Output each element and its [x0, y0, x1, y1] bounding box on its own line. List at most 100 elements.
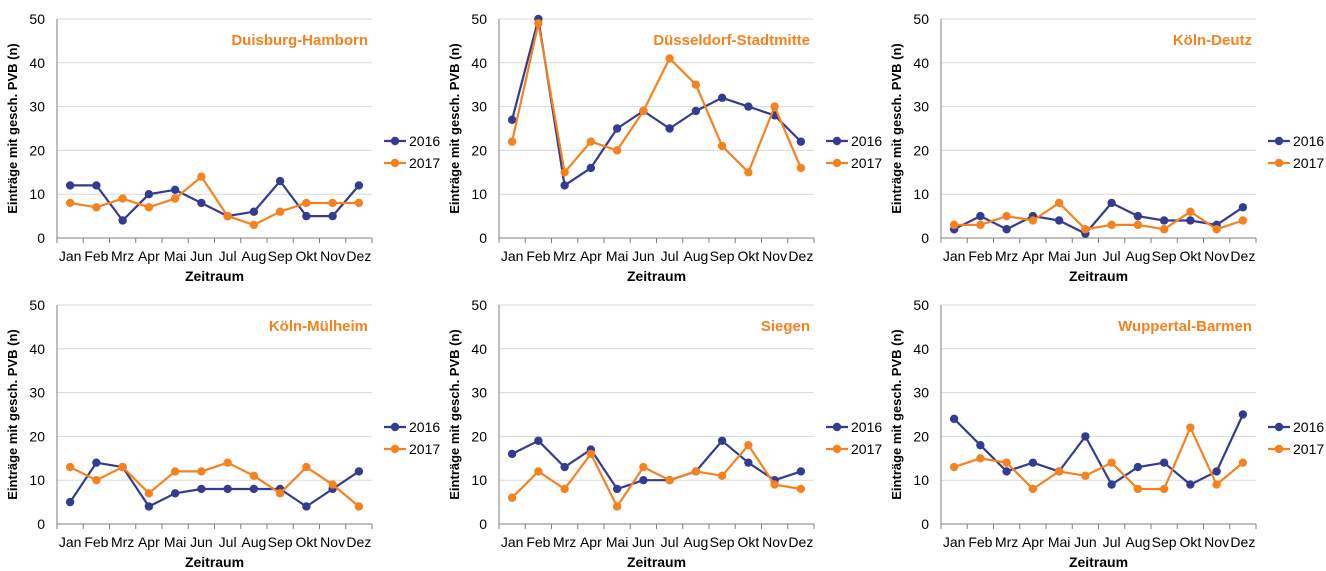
data-point-2016 [65, 181, 75, 190]
data-point-2017 [612, 502, 622, 511]
x-tick-label: Aug [1125, 248, 1150, 264]
data-point-2017 [1028, 484, 1038, 494]
data-point-2017 [197, 172, 206, 181]
y-tick-label: 20 [471, 142, 487, 158]
x-tick-label: Dez [1230, 248, 1255, 264]
data-point-2016 [1107, 480, 1116, 489]
series-line-2016 [69, 461, 360, 508]
series-line-2016 [70, 180, 360, 222]
legend-label: 2016 [409, 133, 440, 149]
x-axis-label: Zeitraum [1069, 554, 1128, 570]
x-tick-label: Apr [580, 248, 602, 264]
data-point-2016 [354, 181, 364, 190]
chart-title: Siegen [761, 318, 810, 335]
legend-marker-2017 [390, 444, 400, 454]
data-point-2017 [507, 493, 517, 502]
y-tick-label: 10 [913, 472, 929, 488]
x-tick-label: Aug [241, 534, 266, 550]
y-tick-label: 0 [479, 516, 487, 532]
data-point-2016 [249, 207, 259, 216]
x-tick-label: Dez [788, 248, 813, 264]
y-axis-label: Einträge mit gesch. PVB (n) [447, 329, 462, 499]
x-tick-label: Feb [84, 248, 108, 264]
x-tick-label: Apr [138, 248, 160, 264]
data-point-2017 [560, 484, 569, 494]
data-point-2016 [328, 211, 337, 221]
legend-marker-2016 [832, 136, 842, 146]
x-tick-label: Jan [943, 248, 966, 264]
data-point-2016 [92, 458, 101, 467]
data-point-2017 [534, 467, 543, 476]
x-axis-label: Zeitraum [627, 554, 686, 570]
data-point-2017 [586, 449, 596, 459]
data-point-2017 [354, 198, 364, 208]
data-point-2016 [717, 93, 727, 103]
series-line-2017 [953, 426, 1244, 491]
data-point-2016 [223, 484, 232, 494]
y-tick-label: 40 [29, 341, 45, 357]
data-point-2017 [1081, 471, 1090, 481]
data-point-2016 [796, 467, 806, 476]
legend-marker-2016 [390, 136, 400, 146]
legend-label: 2016 [851, 133, 882, 149]
data-point-2017 [249, 220, 259, 230]
x-axis-label: Zeitraum [185, 268, 244, 284]
data-point-2016 [197, 198, 206, 208]
chart-panel: 0 10 20 30 40 50 Jan Feb Mrz Apr Mai Jun Jul Aug Sep Ok… [0, 286, 442, 571]
x-tick-label: Dez [346, 248, 371, 264]
data-point-2017 [665, 476, 674, 485]
x-tick-label: Dez [788, 534, 813, 550]
x-tick-label: Jun [1074, 534, 1097, 550]
y-tick-label: 50 [471, 11, 487, 27]
x-tick-label: Jul [219, 248, 237, 264]
x-tick-label: Mrz [995, 534, 1018, 550]
legend-label: 2016 [1293, 133, 1324, 149]
data-point-2017 [328, 198, 337, 208]
y-tick-label: 10 [913, 186, 929, 202]
data-point-2016 [1159, 458, 1169, 467]
data-point-2017 [1212, 480, 1221, 489]
data-point-2017 [302, 198, 311, 208]
y-axis-label: Einträge mit gesch. PVB (n) [889, 329, 904, 499]
series-line-2017 [511, 444, 802, 508]
data-point-2017 [586, 137, 596, 146]
x-tick-label: Mai [1048, 534, 1071, 550]
data-point-2017 [796, 484, 806, 494]
chart-title: Köln-Deutz [1173, 32, 1252, 49]
y-tick-label: 0 [921, 230, 929, 246]
data-point-2016 [507, 449, 517, 459]
data-point-2016 [612, 484, 622, 494]
data-point-2016 [639, 476, 648, 485]
series-line-2017 [511, 22, 802, 174]
chart-title: Duisburg-Hamborn [231, 32, 368, 49]
data-point-2016 [118, 216, 127, 225]
y-tick-label: 40 [471, 55, 487, 71]
data-point-2016 [1186, 216, 1195, 225]
data-point-2016 [1107, 198, 1116, 208]
x-tick-label: Jul [661, 534, 679, 550]
x-tick-label: Sep [268, 248, 293, 264]
data-point-2017 [1002, 211, 1011, 221]
x-tick-label: Sep [1152, 534, 1177, 550]
data-point-2017 [1054, 467, 1064, 476]
data-point-2016 [560, 462, 569, 472]
x-tick-label: Jun [632, 534, 655, 550]
x-tick-label: Feb [526, 248, 550, 264]
data-point-2017 [744, 168, 753, 177]
x-tick-label: Mrz [111, 534, 134, 550]
y-tick-label: 50 [471, 297, 487, 313]
series-line-2016 [511, 17, 802, 187]
data-point-2016 [534, 436, 543, 445]
x-tick-label: Jul [661, 248, 679, 264]
legend-marker-2017 [390, 158, 400, 168]
data-point-2017 [691, 467, 701, 476]
x-tick-label: Aug [241, 248, 266, 264]
y-tick-label: 0 [37, 516, 45, 532]
y-tick-label: 20 [29, 142, 45, 158]
x-tick-label: Mrz [553, 534, 576, 550]
data-point-2017 [92, 203, 101, 212]
legend-marker-2016 [832, 422, 842, 432]
data-point-2016 [665, 124, 674, 133]
data-point-2017 [354, 502, 364, 511]
data-point-2017 [328, 480, 337, 489]
